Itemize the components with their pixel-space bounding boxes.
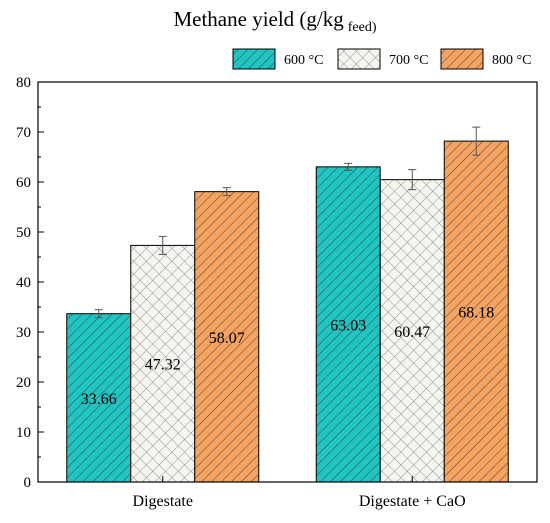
x-tick-label-digestate-cao: Digestate + CaO	[359, 493, 466, 510]
bar-digestate-cao-600-c	[315, 166, 381, 483]
y-tick-label: 10	[16, 425, 31, 441]
legend: 600 °C 700 °C 800 °C	[232, 48, 531, 70]
y-tick-label: 20	[16, 375, 31, 391]
bar-hatch	[443, 140, 509, 483]
data-label: 63.03	[330, 317, 366, 334]
data-label: 68.18	[458, 305, 494, 322]
legend-label: 700 °C	[389, 53, 428, 68]
bar-digestate-cao-800-c	[443, 140, 509, 483]
legend-swatch	[440, 48, 484, 70]
data-label: 60.47	[394, 324, 430, 341]
chart-title-subscript: feed)	[348, 20, 377, 35]
legend-label: 600 °C	[284, 53, 323, 68]
chart-title: Methane yield (g/kg feed)	[173, 7, 376, 35]
bar-digestate-800-c	[194, 191, 260, 483]
bar-hatch	[130, 244, 196, 483]
data-label: 47.32	[145, 357, 181, 374]
bars	[66, 140, 509, 483]
data-label: 33.66	[81, 391, 117, 408]
data-label: 58.07	[209, 330, 245, 347]
bar-hatch	[194, 191, 260, 483]
error-bars	[94, 126, 481, 319]
bar-hatch	[315, 166, 381, 483]
error-bar-digestate-700-c	[158, 235, 167, 255]
y-tick-label: 0	[24, 475, 32, 491]
y-tick-label: 50	[16, 225, 31, 241]
y-axis: 0 10 20 30 40 50 60 70 80	[16, 75, 44, 491]
legend-item-700-c: 700 °C	[337, 48, 428, 70]
y-tick-label: 70	[16, 125, 31, 141]
error-bar-digestate-cao-600-c	[344, 162, 353, 171]
y-tick-label: 80	[16, 75, 31, 91]
error-bar-digestate-cao-700-c	[408, 169, 417, 191]
error-bar-digestate-800-c	[222, 187, 231, 197]
y-tick-label: 40	[16, 275, 31, 291]
bar-digestate-600-c	[66, 313, 132, 483]
legend-item-800-c: 800 °C	[440, 48, 531, 70]
legend-swatch	[232, 48, 276, 70]
data-labels: 33.66 47.32 58.07 63.03 60.47 68.18	[81, 305, 495, 408]
bar-hatch	[66, 313, 132, 483]
y-tick-label: 60	[16, 175, 31, 191]
legend-swatch	[337, 48, 381, 70]
legend-item-600-c: 600 °C	[232, 48, 323, 70]
bar-hatch	[379, 179, 445, 483]
x-axis: Digestate Digestate + CaO	[133, 476, 466, 510]
x-tick-label-digestate: Digestate	[133, 493, 193, 510]
legend-label: 800 °C	[492, 53, 531, 68]
error-bar-digestate-600-c	[94, 309, 103, 319]
error-bar-digestate-cao-800-c	[472, 126, 481, 156]
y-tick-label: 30	[16, 325, 31, 341]
bar-digestate-700-c	[130, 244, 196, 483]
bar-digestate-cao-700-c	[379, 179, 445, 483]
chart-title-main: Methane yield (g/kg	[173, 7, 344, 31]
